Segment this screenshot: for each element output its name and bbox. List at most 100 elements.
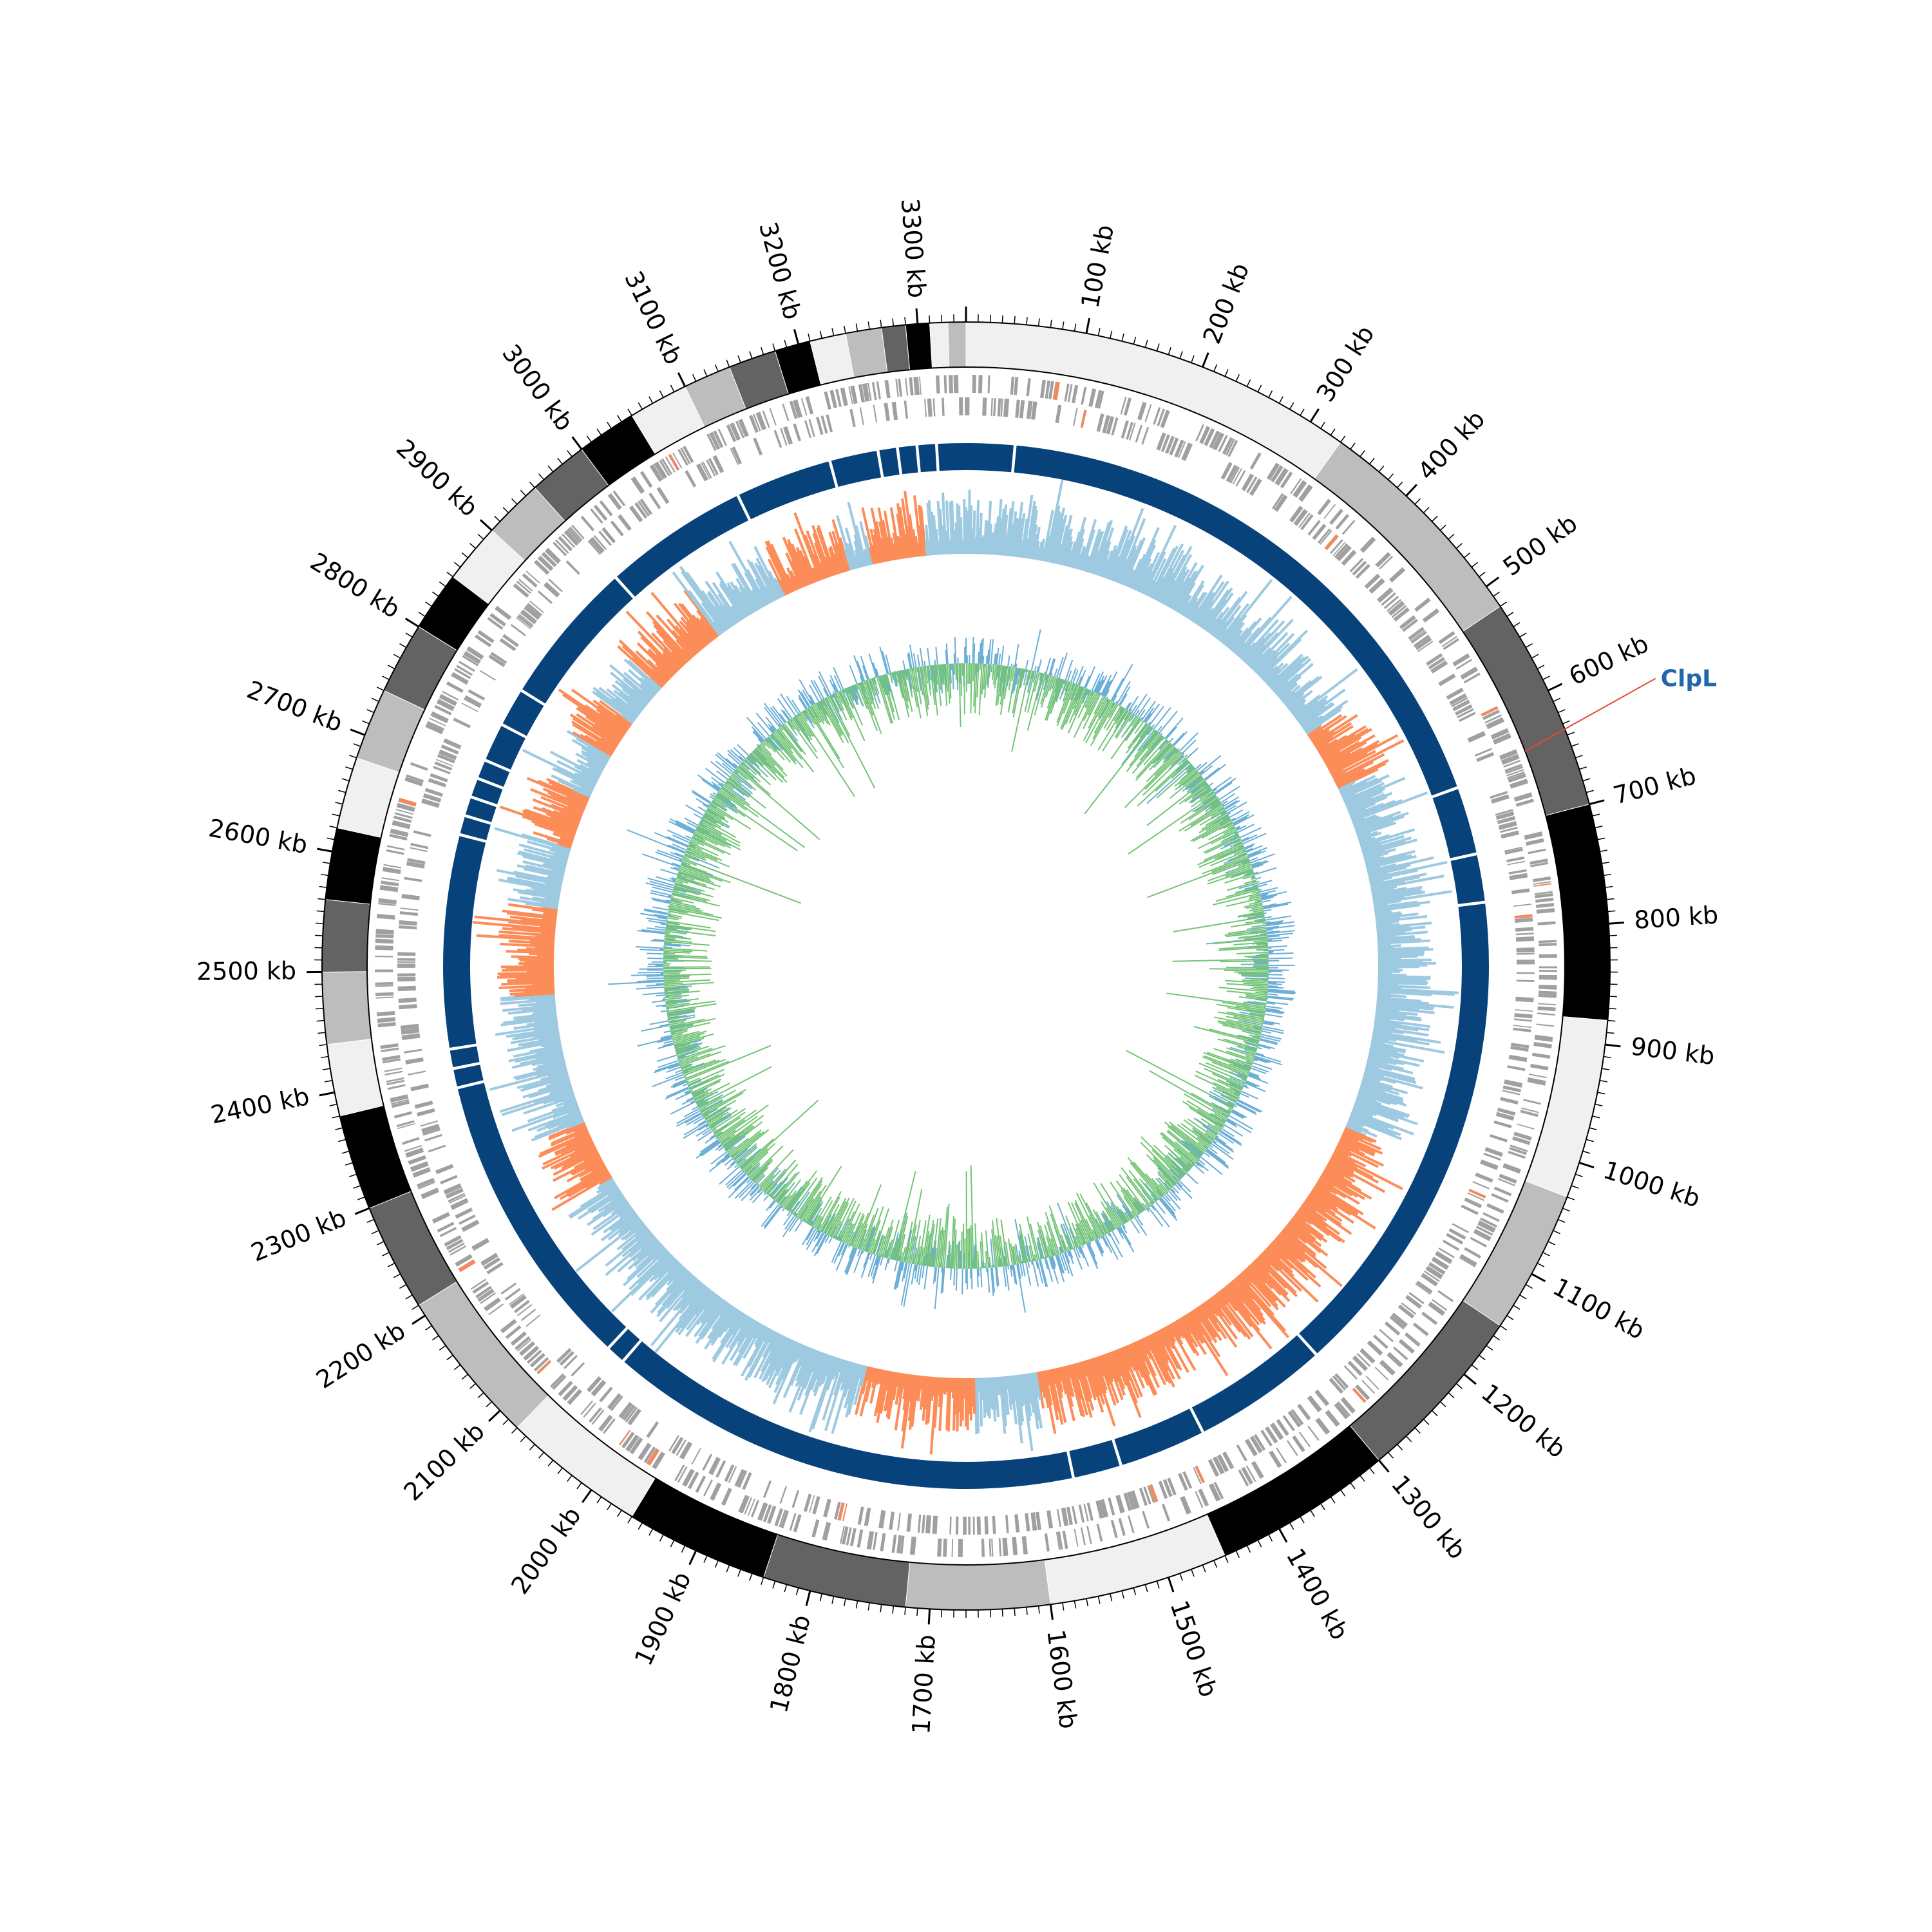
skew-bar-positive [1370,1044,1406,1054]
gc-content-bar-alt [1171,753,1184,766]
gene-block [1276,1419,1289,1436]
skew-bar-negative [1315,1182,1332,1193]
skew-bar-positive [502,1004,556,1012]
skew-bar-negative [1301,1204,1325,1222]
skew-bar-positive [1181,580,1205,616]
minor-tick [659,1534,664,1542]
gene-block [1056,1531,1061,1550]
gene-block [399,911,418,916]
gc-content-bar-alt [1215,889,1260,902]
gene-block [1182,1471,1193,1489]
gc-content-bar-alt [1226,1011,1264,1019]
minor-tick [1179,1573,1183,1581]
gene-block [1536,907,1555,914]
gc-content-bar [813,1231,820,1242]
gc-content-bar [1179,1180,1191,1193]
minor-tick [425,601,432,607]
gc-content-bar-alt [1213,1016,1263,1028]
skew-bar-negative [1057,1367,1063,1383]
gene-block [607,493,622,511]
skew-bar-negative [911,1375,920,1427]
gc-content-bar [672,1079,686,1086]
skew-bar-negative [765,546,790,594]
skew-bar-positive [581,746,609,764]
gc-content-bar-alt [1070,684,1077,700]
gc-content-bar [1070,667,1077,683]
gc-content-bar [799,679,815,705]
gene-block [1086,1526,1092,1544]
minor-tick [486,1401,493,1408]
gc-content-bar-alt [1143,739,1168,766]
skew-bar-positive [1377,993,1407,998]
gene-block [1055,404,1062,424]
skew-bar-positive [500,994,555,1002]
skew-bar-negative [560,836,574,843]
gene-block [1014,1514,1020,1533]
minor-tick [772,1580,776,1589]
gc-content-bar [705,1124,710,1128]
gc-content-bar [1037,659,1042,672]
skew-bar-positive [686,1292,716,1331]
gene-block [500,1319,517,1334]
skew-bar-negative [1158,1329,1182,1371]
skew-bar-positive [1376,925,1426,933]
gc-content-bar [656,1004,667,1007]
tick-label: 100 kb [1075,222,1119,310]
skew-bar-positive [683,1276,697,1292]
skew-bar-positive [542,863,566,871]
skew-bar-negative [679,628,701,653]
skew-bar-positive [836,515,855,571]
gene-block [1484,1147,1503,1157]
minor-tick [335,802,343,805]
gc-content-bar-alt [1229,1082,1244,1090]
gc-content-bar [832,683,838,693]
tick-label: 2800 kb [305,547,405,624]
skew-bar-positive [1358,1092,1391,1106]
gene-block [1291,1408,1304,1425]
gene-block [375,981,393,985]
skew-bar-positive [1025,1373,1032,1404]
gene-block [682,1468,695,1487]
skew-bar-positive [540,1071,569,1081]
skew-bar-positive [1366,1062,1392,1071]
gc-content-bar [1257,880,1273,886]
major-tick [915,308,919,324]
gene-block [1083,1503,1089,1522]
skew-bar-negative [519,958,554,962]
skew-bar-positive [556,760,598,782]
skew-bar-negative [1109,1351,1126,1390]
gc-content-bar-alt [1214,1124,1222,1130]
skew-bar-negative [819,562,828,579]
skew-bar-positive [858,1365,865,1379]
skew-bar-negative [892,532,900,560]
gc-content-bar-alt [1103,704,1119,729]
skew-bar-positive [1373,1025,1429,1037]
skew-bar-positive [623,672,654,699]
skew-bar-negative [908,1375,918,1430]
gc-content-bar [840,1244,848,1256]
skew-bar-positive [728,1310,742,1329]
skew-bar-positive [748,1330,775,1378]
gc-content-bar [1172,732,1185,746]
gene-block [1096,413,1104,432]
skew-bar-negative [1334,1150,1367,1168]
skew-bar-positive [1299,705,1326,726]
gc-content-bar-alt [1250,987,1268,991]
gc-content-bar-alt [1034,674,1047,715]
major-tick [1578,1162,1595,1169]
skew-bar-positive [855,525,867,567]
gc-content-bar [954,637,957,664]
minor-tick [1050,319,1052,328]
gene-block [1099,1499,1109,1518]
skew-bar-negative [1316,742,1329,752]
gene-block [1516,972,1535,974]
skew-bar-negative [1295,1211,1312,1226]
gene-block [1341,549,1357,566]
gc-content-bar [996,1267,999,1286]
gc-content-bar [1164,1194,1171,1202]
gene-block [671,1437,684,1454]
gc-content-bar-alt [1245,919,1265,924]
minor-tick [557,457,563,465]
gene-block [1218,435,1228,453]
skew-bar-positive [735,578,757,612]
